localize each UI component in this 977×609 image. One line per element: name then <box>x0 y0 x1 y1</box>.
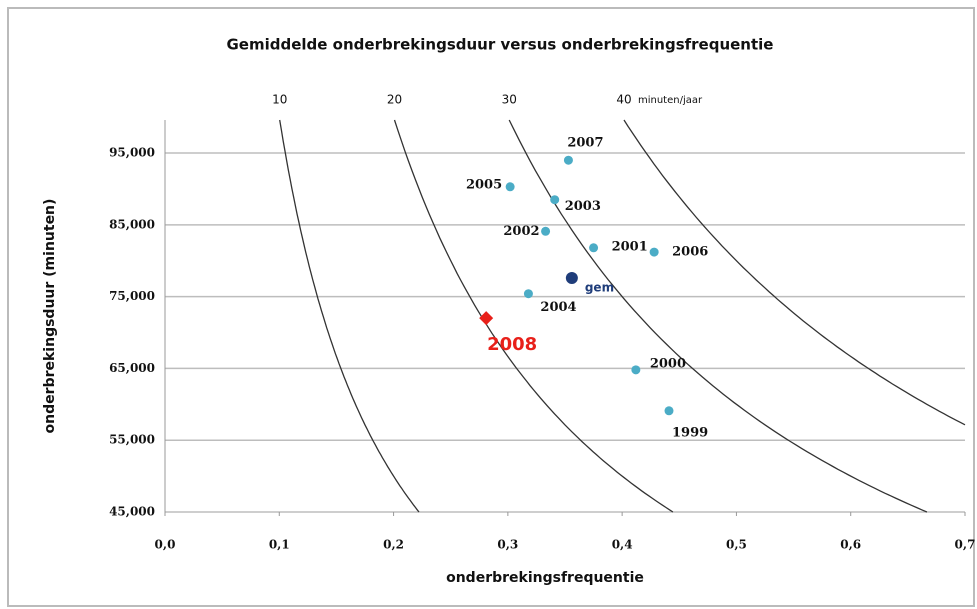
point-label: 2008 <box>487 334 537 355</box>
isoline-unit: minuten/jaar <box>638 95 703 106</box>
point-label: 2006 <box>672 245 708 260</box>
point <box>664 406 674 416</box>
y-tick-label: 65,000 <box>109 361 155 375</box>
point-label: 1999 <box>672 425 708 440</box>
x-axis-label: onderbrekingsfrequentie <box>446 570 644 586</box>
isoline-label: 10 <box>272 93 287 107</box>
y-tick-label: 45,000 <box>109 505 155 519</box>
point <box>479 311 494 326</box>
point-label: 2003 <box>565 199 601 214</box>
point-label: 2005 <box>466 177 502 192</box>
point <box>541 226 551 236</box>
y-tick-label: 85,000 <box>109 217 155 231</box>
point <box>550 195 560 205</box>
x-tick-label: 0,2 <box>383 538 404 552</box>
x-tick-label: 0,6 <box>840 538 861 552</box>
y-tick-label: 95,000 <box>109 146 155 160</box>
x-tick-label: 0,0 <box>155 538 176 552</box>
point <box>523 289 533 299</box>
isoline-label: 20 <box>387 93 402 107</box>
point-label: 2000 <box>650 356 686 371</box>
x-tick-label: 0,4 <box>612 538 633 552</box>
x-tick-label: 0,3 <box>497 538 518 552</box>
y-tick-label: 75,000 <box>109 289 155 303</box>
point <box>565 271 578 284</box>
isoline-label: 40 <box>616 93 631 107</box>
point-label: 2002 <box>503 224 539 239</box>
point <box>589 243 599 253</box>
x-tick-label: 0,5 <box>726 538 747 552</box>
point-label: 2007 <box>567 136 603 151</box>
chart-frame <box>7 7 975 607</box>
x-tick-label: 0,7 <box>955 538 976 552</box>
x-tick-label: 0,1 <box>269 538 290 552</box>
isoline <box>508 119 928 513</box>
point <box>649 247 659 257</box>
isoline <box>623 119 966 426</box>
y-tick-label: 55,000 <box>109 433 155 447</box>
point <box>505 182 515 192</box>
chart-title: Gemiddelde onderbrekingsduur versus onde… <box>227 36 774 54</box>
point-label: 2001 <box>612 239 648 254</box>
y-axis-label: onderbrekingsduur (minuten) <box>42 199 58 434</box>
point <box>631 365 641 375</box>
isoline-label: 30 <box>502 93 517 107</box>
isoline <box>279 119 420 513</box>
isoline <box>393 119 674 513</box>
point-label: gem <box>585 280 614 294</box>
point-label: 2004 <box>540 300 576 315</box>
point <box>563 155 573 165</box>
